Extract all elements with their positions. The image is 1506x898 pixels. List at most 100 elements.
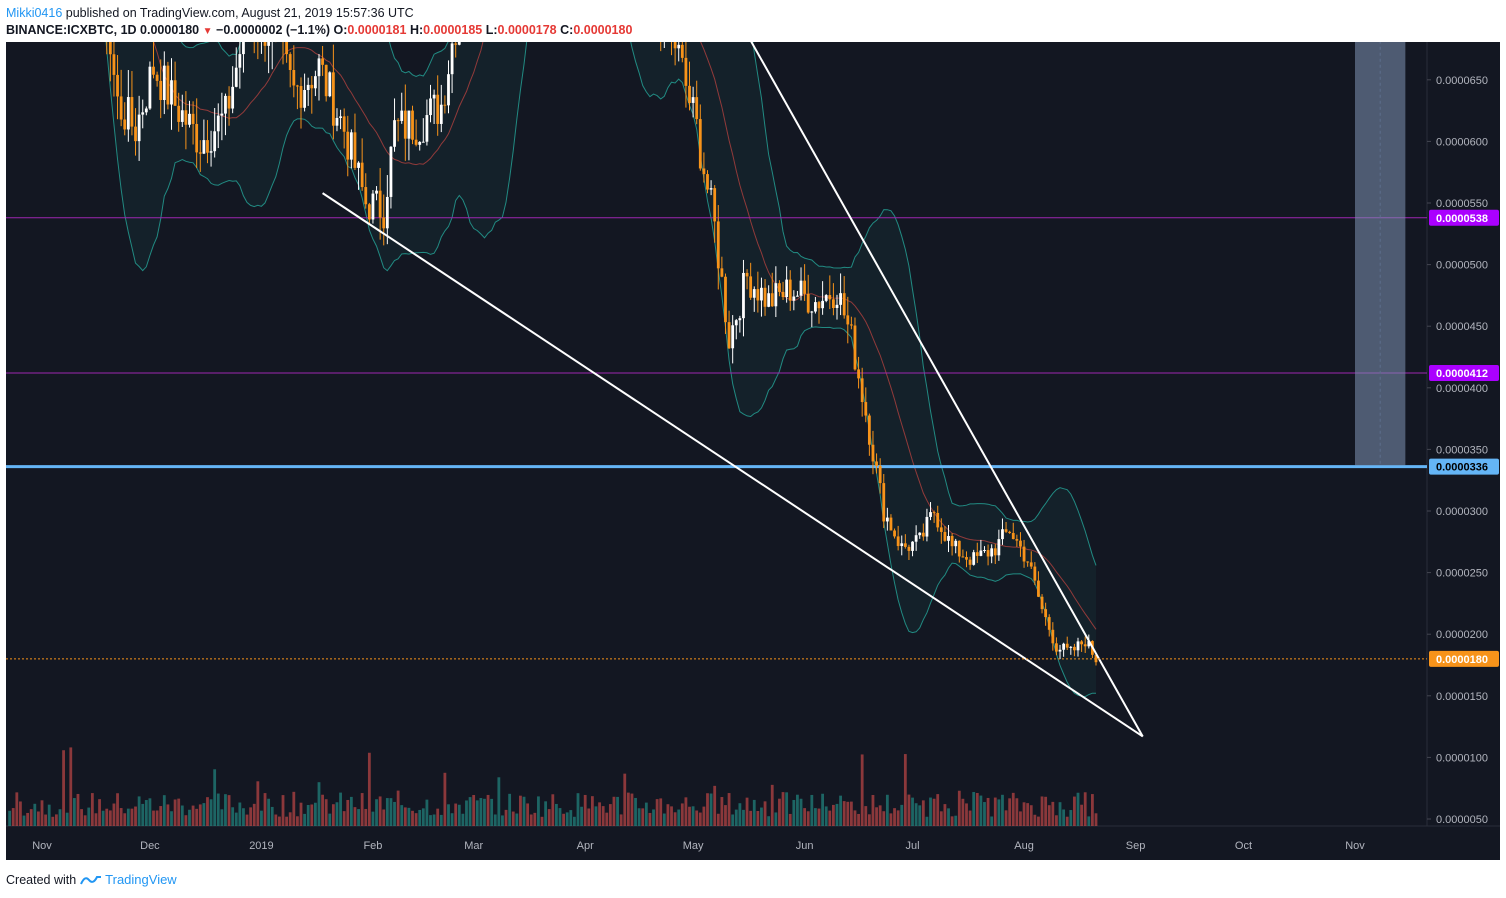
volume-bar xyxy=(626,792,630,826)
time-tick-label: 2019 xyxy=(249,840,273,852)
volume-bar xyxy=(990,816,994,826)
candle-body xyxy=(170,80,173,105)
volume-bar xyxy=(457,804,461,826)
volume-bar xyxy=(393,801,396,826)
volume-bar xyxy=(544,801,548,826)
symbol-info-line: BINANCE:ICXBTC, 1D 0.0000180 ▼ −0.000000… xyxy=(6,22,632,40)
candle-body xyxy=(1029,562,1033,567)
candle-body xyxy=(206,140,209,153)
volume-bar xyxy=(105,808,109,826)
candle-body xyxy=(774,283,778,307)
volume-bar xyxy=(965,803,968,826)
candle-body xyxy=(393,120,396,147)
volume-bar xyxy=(1011,792,1015,826)
candle-body xyxy=(396,120,400,122)
time-tick-label: Oct xyxy=(1235,840,1252,852)
volume-bar xyxy=(98,799,101,826)
volume-bar xyxy=(1004,810,1008,826)
volume-bar xyxy=(576,793,580,826)
candle-body xyxy=(180,110,184,122)
volume-bar xyxy=(357,809,360,826)
price-tag: 0.0000412 xyxy=(1436,368,1488,380)
time-tick-label: Dec xyxy=(140,840,160,852)
volume-bar xyxy=(11,808,15,826)
price-tick-label: 0.0000500 xyxy=(1436,260,1488,272)
candle-body xyxy=(885,517,889,522)
volume-bar xyxy=(731,814,735,826)
price-tick-label: 0.0000100 xyxy=(1436,752,1488,764)
volume-bar xyxy=(975,793,979,826)
candle-body xyxy=(695,97,699,120)
price-tick-label: 0.0000600 xyxy=(1436,136,1488,148)
volume-bar xyxy=(1073,796,1076,826)
published-text: published on TradingView.com, August 21,… xyxy=(65,6,414,20)
volume-bar xyxy=(1029,805,1033,826)
volume-bar xyxy=(619,814,623,826)
tradingview-brand[interactable]: TradingView xyxy=(105,872,177,887)
candle-body xyxy=(1058,649,1062,652)
symbol-label: BINANCE:ICXBTC, 1D xyxy=(6,23,137,37)
candle-body xyxy=(443,104,447,106)
chart-area[interactable]: 0.0000559 (165.75%)0.00000500.00001000.0… xyxy=(6,0,1500,860)
candle-body xyxy=(353,132,357,168)
candle-body xyxy=(900,543,904,547)
volume-bar xyxy=(252,803,256,826)
volume-bar xyxy=(299,802,303,826)
price-axis: 0.0000050 0.0000100 0.0000150 0.0000200 0.00… xyxy=(1427,75,1488,826)
candle-body xyxy=(993,548,997,556)
volume-bar xyxy=(483,798,486,826)
candle-body xyxy=(724,276,727,323)
volume-bar xyxy=(26,812,30,826)
volume-bar xyxy=(885,794,889,826)
volume-bar xyxy=(339,792,342,826)
volume-bar xyxy=(166,804,170,826)
candle-body xyxy=(130,97,134,127)
time-tick-label: Jul xyxy=(906,840,920,852)
close-value: 0.0000180 xyxy=(573,23,633,37)
candle-body xyxy=(306,84,310,91)
volume-bar xyxy=(324,799,328,826)
author-link[interactable]: Mikki0416 xyxy=(6,6,63,20)
volume-bar xyxy=(432,814,436,826)
volume-bar xyxy=(950,816,954,826)
price-chart[interactable]: 0.0000559 (165.75%)0.00000500.00001000.0… xyxy=(6,0,1500,860)
volume-bar xyxy=(900,804,904,826)
candle-body xyxy=(184,110,188,125)
volume-bar xyxy=(90,793,94,826)
volume-bar xyxy=(454,803,458,826)
volume-bar xyxy=(267,798,271,826)
volume-bar xyxy=(385,798,389,826)
volume-bar xyxy=(907,794,911,826)
price-tick-label: 0.0000550 xyxy=(1436,198,1488,210)
volume-bar xyxy=(1087,816,1091,826)
volume-bar xyxy=(447,804,450,826)
bollinger-lower xyxy=(101,0,1096,698)
candle-body xyxy=(911,541,914,551)
volume-bar xyxy=(389,798,393,826)
candle-body xyxy=(990,548,994,557)
volume-bar xyxy=(763,801,767,826)
volume-bar xyxy=(1083,792,1087,826)
candle-body xyxy=(1080,641,1084,645)
candle-body xyxy=(1051,629,1055,644)
volume-bar xyxy=(760,807,763,826)
candle-body xyxy=(975,552,979,556)
volume-bar xyxy=(842,801,846,826)
price-change: −0.0000002 (−1.1%) xyxy=(216,23,330,37)
volume-bar xyxy=(680,803,684,826)
volume-bar xyxy=(62,750,65,826)
volume-bar xyxy=(177,798,181,826)
candle-body xyxy=(112,54,116,75)
candle-body xyxy=(389,146,393,197)
candle-body xyxy=(749,276,753,298)
volume-bar xyxy=(1080,804,1084,826)
candle-body xyxy=(716,221,720,269)
price-tick-label: 0.0000300 xyxy=(1436,506,1488,518)
volume-bar xyxy=(472,795,476,826)
volume-bar xyxy=(44,814,47,826)
volume-bar xyxy=(634,797,637,826)
candle-body xyxy=(796,295,799,297)
candle-body xyxy=(238,54,242,68)
volume-bar xyxy=(116,793,119,826)
candle-body xyxy=(137,114,141,142)
